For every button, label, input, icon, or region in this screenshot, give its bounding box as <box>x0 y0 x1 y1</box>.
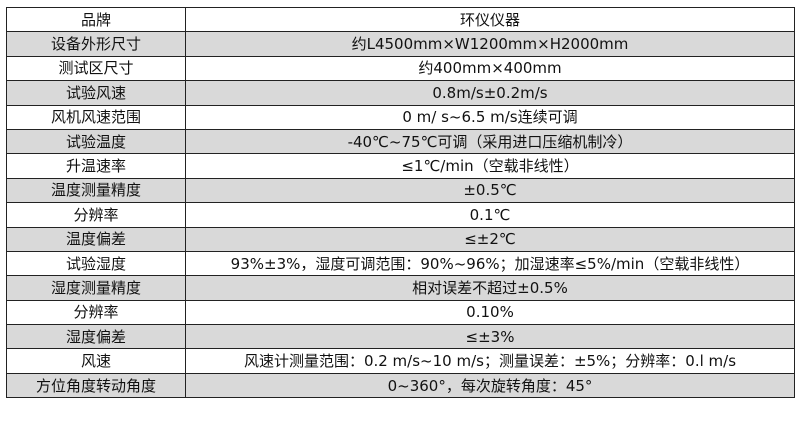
spec-value: -40℃~75℃可调（采用进口压缩机制冷） <box>185 128 795 155</box>
spec-label: 分辨率 <box>6 202 186 228</box>
spec-value: 0 m/ s~6.5 m/s连续可调 <box>185 104 795 130</box>
spec-label: 分辨率 <box>6 299 186 326</box>
spec-value: ±0.5℃ <box>185 177 795 204</box>
spec-value: 0.8m/s±0.2m/s <box>185 80 795 106</box>
spec-label: 品牌 <box>6 6 186 33</box>
spec-value: 风速计测量范围：0.2 m/s~10 m/s；测量误差：±5%；分辨率：0.l … <box>185 348 795 374</box>
spec-table: 品牌 环仪仪器 设备外形尺寸 约L4500mm×W1200mm×H2000mm 测试区尺… <box>6 6 795 399</box>
table-row: 分辨率 0.10% <box>6 299 795 326</box>
table-row: 测试区尺寸 约400mm×400mm <box>6 55 795 82</box>
spec-label: 升温速率 <box>6 153 186 179</box>
spec-label: 方位角度转动角度 <box>6 372 186 399</box>
table-row: 试验温度 -40℃~75℃可调（采用进口压缩机制冷） <box>6 128 795 155</box>
table-row: 风机风速范围 0 m/ s~6.5 m/s连续可调 <box>6 104 795 130</box>
spec-value: 约L4500mm×W1200mm×H2000mm <box>185 31 795 57</box>
table-row: 升温速率 ≤1℃/min（空载非线性） <box>6 153 795 179</box>
spec-label: 设备外形尺寸 <box>6 31 186 57</box>
table-row: 设备外形尺寸 约L4500mm×W1200mm×H2000mm <box>6 31 795 57</box>
spec-label: 温度偏差 <box>6 226 186 252</box>
table-row: 分辨率 0.1℃ <box>6 202 795 228</box>
table-row: 试验湿度 93%±3%，湿度可调范围：90%~96%；加湿速率≤5%/min（空载… <box>6 250 795 277</box>
table-row: 湿度测量精度 相对误差不超过±0.5% <box>6 275 795 301</box>
spec-value: ≤1℃/min（空载非线性） <box>185 153 795 179</box>
table-row: 风速 风速计测量范围：0.2 m/s~10 m/s；测量误差：±5%；分辨率：0.… <box>6 348 795 374</box>
table-row: 温度偏差 ≤±2℃ <box>6 226 795 252</box>
table-row: 湿度偏差 ≤±3% <box>6 324 795 350</box>
table-row: 试验风速 0.8m/s±0.2m/s <box>6 80 795 106</box>
table-row: 品牌 环仪仪器 <box>6 6 795 33</box>
spec-label: 湿度测量精度 <box>6 275 186 301</box>
spec-value: 0~360°，每次旋转角度：45° <box>185 372 795 399</box>
spec-label: 风机风速范围 <box>6 104 186 130</box>
spec-label: 试验湿度 <box>6 250 186 277</box>
table-row: 温度测量精度 ±0.5℃ <box>6 177 795 204</box>
spec-label: 温度测量精度 <box>6 177 186 204</box>
spec-label: 湿度偏差 <box>6 324 186 350</box>
spec-value: 相对误差不超过±0.5% <box>185 275 795 301</box>
spec-value: 93%±3%，湿度可调范围：90%~96%；加湿速率≤5%/min（空载非线性） <box>185 250 795 277</box>
spec-value: 约400mm×400mm <box>185 55 795 82</box>
spec-value: 环仪仪器 <box>185 6 795 33</box>
spec-label: 试验温度 <box>6 128 186 155</box>
spec-label: 测试区尺寸 <box>6 55 186 82</box>
spec-value: 0.10% <box>185 299 795 326</box>
spec-label: 试验风速 <box>6 80 186 106</box>
table-row: 方位角度转动角度 0~360°，每次旋转角度：45° <box>6 372 795 399</box>
spec-value: ≤±3% <box>185 324 795 350</box>
spec-value: ≤±2℃ <box>185 226 795 252</box>
spec-value: 0.1℃ <box>185 202 795 228</box>
spec-label: 风速 <box>6 348 186 374</box>
